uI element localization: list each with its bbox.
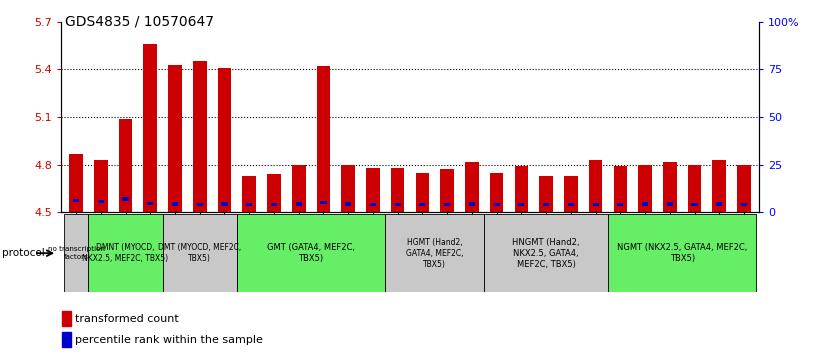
Bar — [638, 165, 652, 212]
Bar — [419, 203, 425, 206]
Bar — [444, 203, 450, 206]
FancyBboxPatch shape — [162, 214, 237, 292]
Bar — [741, 203, 747, 206]
Bar — [62, 332, 72, 347]
Bar — [469, 202, 475, 205]
Bar — [441, 170, 454, 212]
Bar — [271, 203, 277, 207]
Bar — [267, 174, 281, 212]
Bar — [98, 200, 104, 203]
Bar — [391, 168, 405, 212]
Bar — [94, 160, 108, 212]
FancyBboxPatch shape — [64, 214, 88, 292]
FancyBboxPatch shape — [608, 214, 756, 292]
Bar — [494, 203, 499, 206]
Bar — [592, 203, 599, 206]
Bar — [712, 160, 726, 212]
Bar — [73, 199, 79, 202]
Bar — [737, 165, 751, 212]
Bar — [663, 162, 676, 212]
Text: protocol: protocol — [2, 248, 45, 258]
Bar — [515, 166, 528, 212]
FancyBboxPatch shape — [88, 214, 162, 292]
Text: NGMT (NKX2.5, GATA4, MEF2C,
TBX5): NGMT (NKX2.5, GATA4, MEF2C, TBX5) — [617, 243, 747, 263]
Bar — [366, 168, 379, 212]
Bar — [415, 173, 429, 212]
Bar — [144, 44, 157, 212]
Text: DMT (MYOCD, MEF2C,
TBX5): DMT (MYOCD, MEF2C, TBX5) — [158, 243, 242, 263]
Bar — [564, 176, 578, 212]
Text: percentile rank within the sample: percentile rank within the sample — [75, 335, 264, 345]
FancyBboxPatch shape — [385, 214, 484, 292]
Bar — [614, 166, 628, 212]
Bar — [242, 176, 256, 212]
Bar — [518, 203, 525, 206]
Bar — [667, 202, 673, 205]
Bar — [168, 65, 182, 212]
FancyBboxPatch shape — [484, 214, 608, 292]
Bar — [193, 61, 206, 212]
Bar — [617, 203, 623, 206]
Bar — [539, 176, 553, 212]
Bar — [69, 154, 83, 212]
Bar — [62, 311, 72, 326]
Bar — [147, 202, 153, 205]
Text: no transcription
factors: no transcription factors — [47, 246, 104, 260]
Text: GMT (GATA4, MEF2C,
TBX5): GMT (GATA4, MEF2C, TBX5) — [267, 243, 355, 263]
Bar — [172, 202, 178, 205]
Bar — [490, 173, 503, 212]
Bar — [218, 68, 231, 212]
Bar — [317, 66, 330, 212]
Bar — [688, 165, 702, 212]
Text: HGMT (Hand2,
GATA4, MEF2C,
TBX5): HGMT (Hand2, GATA4, MEF2C, TBX5) — [406, 238, 463, 269]
Bar — [465, 162, 479, 212]
Bar — [321, 201, 326, 204]
Bar — [197, 203, 203, 206]
Bar — [568, 203, 574, 206]
Bar — [716, 202, 722, 205]
Bar — [642, 202, 648, 205]
Bar — [589, 160, 602, 212]
Bar — [246, 203, 252, 206]
Bar — [345, 202, 351, 205]
Bar — [395, 203, 401, 206]
Text: GDS4835 / 10570647: GDS4835 / 10570647 — [65, 15, 215, 29]
Text: HNGMT (Hand2,
NKX2.5, GATA4,
MEF2C, TBX5): HNGMT (Hand2, NKX2.5, GATA4, MEF2C, TBX5… — [512, 238, 580, 269]
FancyBboxPatch shape — [237, 214, 385, 292]
Bar — [122, 197, 129, 201]
Bar — [118, 119, 132, 212]
Bar — [370, 203, 376, 206]
Bar — [292, 165, 305, 212]
Bar — [691, 203, 698, 206]
Text: DMNT (MYOCD,
NKX2.5, MEF2C, TBX5): DMNT (MYOCD, NKX2.5, MEF2C, TBX5) — [82, 243, 169, 263]
Bar — [221, 202, 228, 205]
Text: transformed count: transformed count — [75, 314, 180, 323]
Bar — [295, 202, 302, 205]
Bar — [543, 203, 549, 206]
Bar — [341, 165, 355, 212]
